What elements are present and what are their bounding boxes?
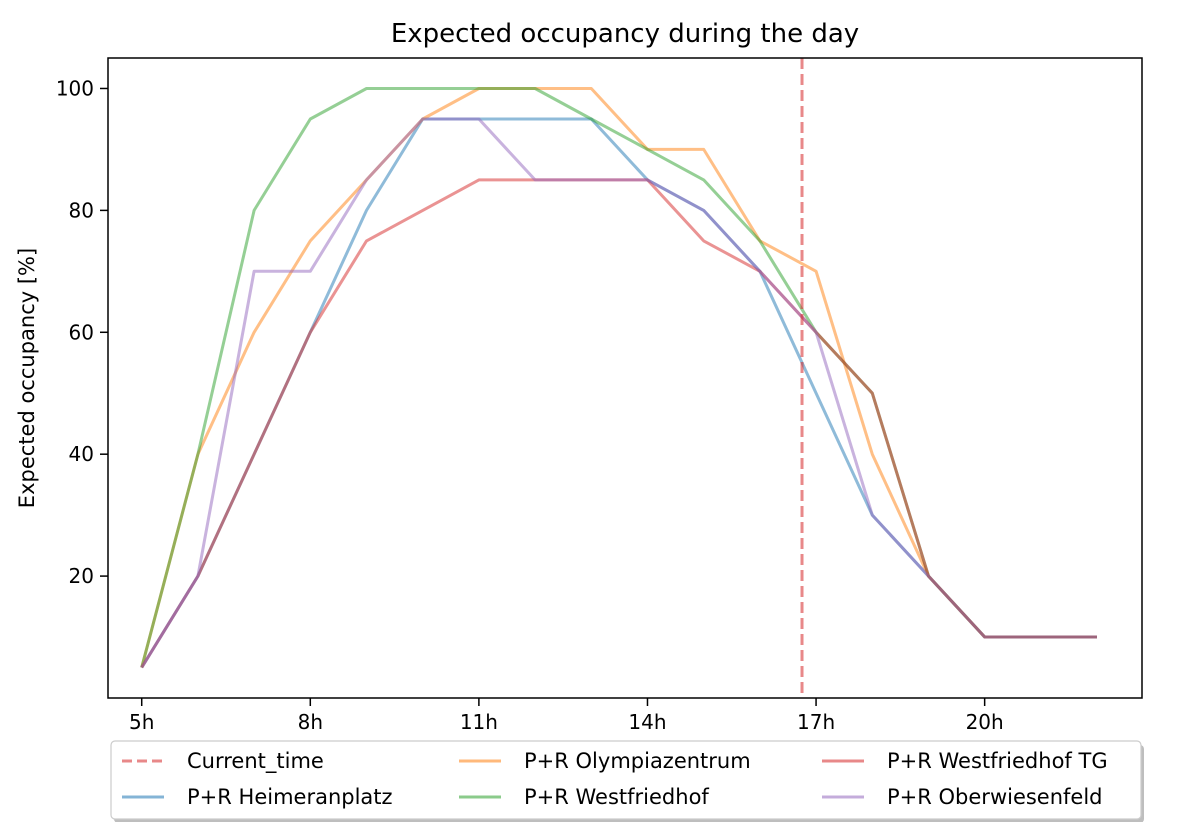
legend-label-3: P+R Heimeranplatz: [187, 785, 393, 809]
series-line-4: [140, 178, 1097, 669]
legend-box: [110, 740, 1142, 820]
series-line-3: [140, 87, 1097, 668]
legend-label-0: Current_time: [187, 749, 324, 774]
axes: 5h 8h 11h 14h 17h 20h 20 40 60 80 100: [56, 57, 1143, 734]
y-axis-label: Expected occupancy [%]: [15, 248, 39, 508]
legend-label-4: P+R Westfriedhof: [524, 785, 709, 809]
x-tick-label-3: 14h: [628, 710, 666, 734]
legend-label-2: P+R Westfriedhof TG: [887, 749, 1108, 773]
x-tick-label-5: 20h: [966, 710, 1004, 734]
plot-area: [140, 58, 1097, 698]
y-tick-label-4: 100: [56, 76, 94, 100]
legend: Current_time P+R Olympiazentrum P+R Westfr…: [110, 740, 1144, 822]
legend-label-1: P+R Olympiazentrum: [524, 749, 751, 773]
x-tick-label-1: 8h: [298, 710, 323, 734]
y-tick-label-0: 20: [69, 564, 94, 588]
plot-frame: [107, 57, 1143, 699]
x-tick-label-4: 17h: [797, 710, 835, 734]
x-tick-label-0: 5h: [129, 710, 154, 734]
y-tick-label-1: 40: [69, 442, 94, 466]
series-line-2: [140, 87, 1097, 668]
chart-title: Expected occupancy during the day: [391, 19, 859, 49]
x-tick-label-2: 11h: [460, 710, 498, 734]
series-line-1: [140, 117, 1097, 669]
legend-label-5: P+R Oberwiesenfeld: [887, 785, 1103, 809]
y-tick-label-3: 80: [69, 198, 94, 222]
y-tick-label-2: 60: [69, 320, 94, 344]
series-line-5: [140, 117, 1097, 669]
